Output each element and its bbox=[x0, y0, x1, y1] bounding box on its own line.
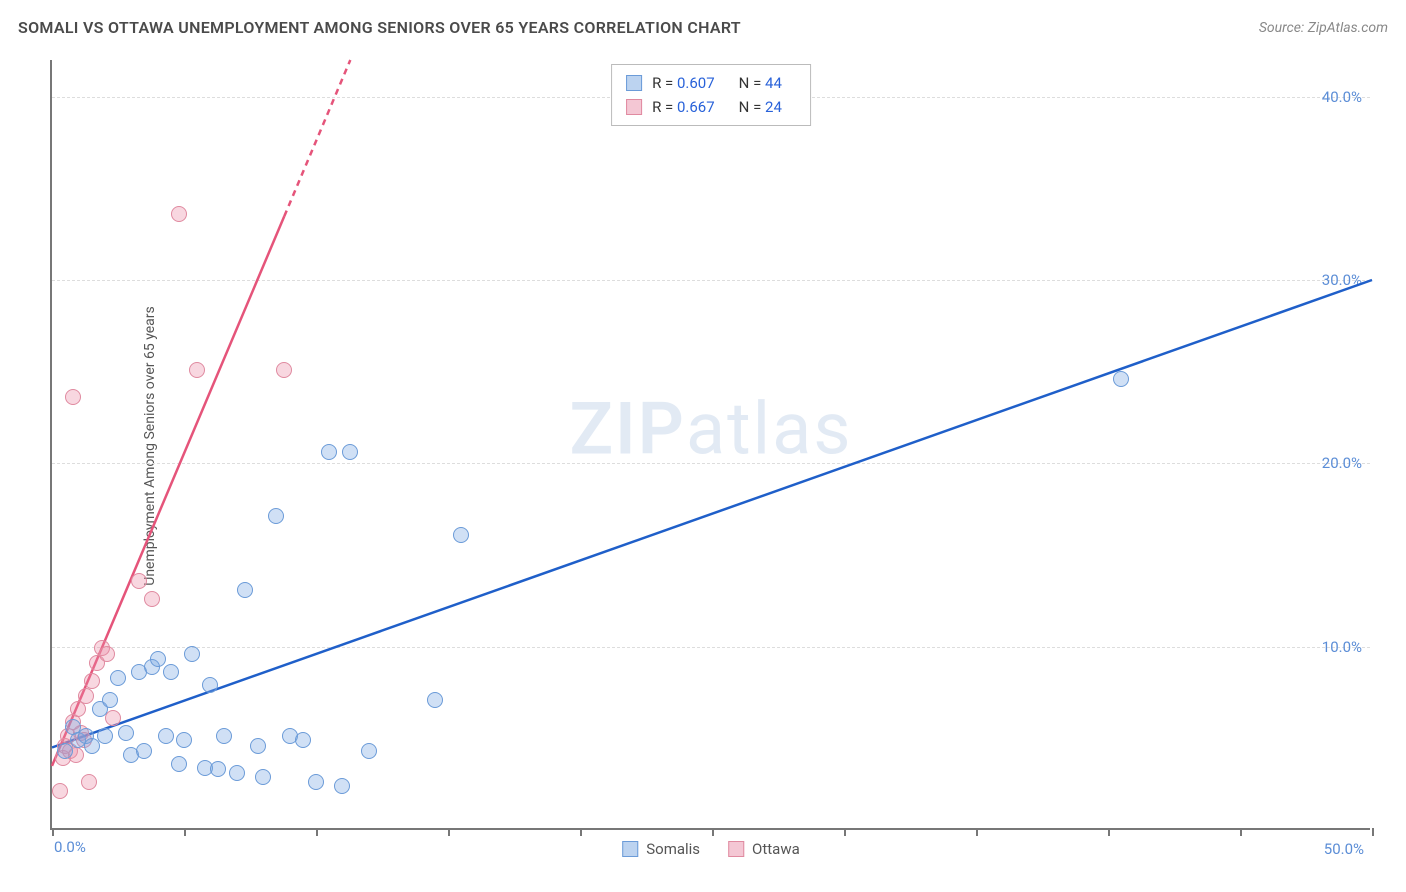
scatter-point-somalis bbox=[342, 444, 358, 460]
scatter-point-somalis bbox=[118, 725, 134, 741]
legend-swatch-ottawa bbox=[728, 841, 744, 857]
scatter-point-ottawa bbox=[144, 591, 160, 607]
watermark-zip: ZIP bbox=[569, 386, 685, 471]
scatter-point-somalis bbox=[295, 732, 311, 748]
scatter-point-somalis bbox=[427, 692, 443, 708]
scatter-point-ottawa bbox=[276, 362, 292, 378]
scatter-point-somalis bbox=[184, 646, 200, 662]
scatter-point-somalis bbox=[250, 738, 266, 754]
scatter-point-ottawa bbox=[81, 774, 97, 790]
scatter-point-ottawa bbox=[171, 206, 187, 222]
scatter-point-somalis bbox=[334, 778, 350, 794]
watermark: ZIPatlas bbox=[569, 386, 852, 471]
source-attribution: Source: ZipAtlas.com bbox=[1259, 20, 1388, 36]
scatter-point-somalis bbox=[171, 756, 187, 772]
n-value-ottawa: 24 bbox=[765, 98, 782, 116]
scatter-point-somalis bbox=[163, 664, 179, 680]
x-tick bbox=[844, 828, 846, 836]
scatter-point-somalis bbox=[453, 527, 469, 543]
scatter-point-somalis bbox=[308, 774, 324, 790]
x-tick bbox=[1108, 828, 1110, 836]
x-tick-label: 0.0% bbox=[54, 838, 86, 856]
legend-item-somalis: Somalis bbox=[622, 840, 700, 858]
scatter-point-somalis bbox=[237, 582, 253, 598]
x-tick bbox=[316, 828, 318, 836]
trend-line bbox=[52, 280, 1372, 748]
scatter-point-ottawa bbox=[189, 362, 205, 378]
scatter-point-somalis bbox=[102, 692, 118, 708]
x-tick bbox=[52, 828, 54, 836]
chart-header: SOMALI VS OTTAWA UNEMPLOYMENT AMONG SENI… bbox=[18, 18, 1388, 37]
scatter-point-somalis bbox=[361, 743, 377, 759]
n-value-somalis: 44 bbox=[765, 74, 782, 92]
r-label: R = bbox=[652, 98, 677, 116]
trend-lines bbox=[52, 60, 1370, 828]
scatter-point-somalis bbox=[229, 765, 245, 781]
x-tick bbox=[976, 828, 978, 836]
legend-label-ottawa: Ottawa bbox=[752, 840, 800, 858]
y-tick-label: 30.0% bbox=[1322, 271, 1362, 289]
x-tick bbox=[184, 828, 186, 836]
scatter-point-somalis bbox=[158, 728, 174, 744]
scatter-point-somalis bbox=[202, 677, 218, 693]
scatter-point-somalis bbox=[176, 732, 192, 748]
plot-area: 10.0% 20.0% 30.0% 40.0% ZIPatlas R = 0.607 … bbox=[50, 60, 1370, 830]
scatter-point-ottawa bbox=[52, 783, 68, 799]
gridline bbox=[52, 280, 1370, 281]
legend-swatch-somalis bbox=[622, 841, 638, 857]
swatch-somalis bbox=[626, 75, 642, 91]
y-tick-label: 20.0% bbox=[1322, 454, 1362, 472]
scatter-point-ottawa bbox=[105, 710, 121, 726]
scatter-point-somalis bbox=[110, 670, 126, 686]
scatter-point-somalis bbox=[150, 651, 166, 667]
scatter-point-ottawa bbox=[78, 688, 94, 704]
scatter-point-somalis bbox=[255, 769, 271, 785]
scatter-point-somalis bbox=[1113, 371, 1129, 387]
n-label: N = bbox=[739, 74, 765, 92]
scatter-point-somalis bbox=[321, 444, 337, 460]
x-tick bbox=[1372, 828, 1374, 836]
gridline bbox=[52, 647, 1370, 648]
scatter-point-ottawa bbox=[131, 573, 147, 589]
gridline bbox=[52, 463, 1370, 464]
stats-row-ottawa: R = 0.667 N = 24 bbox=[626, 95, 796, 119]
stats-row-somalis: R = 0.607 N = 44 bbox=[626, 71, 796, 95]
scatter-point-somalis bbox=[57, 743, 73, 759]
watermark-atlas: atlas bbox=[686, 386, 853, 471]
x-tick bbox=[712, 828, 714, 836]
x-tick bbox=[1240, 828, 1242, 836]
r-value-somalis: 0.607 bbox=[677, 74, 715, 92]
n-label: N = bbox=[739, 98, 765, 116]
x-tick bbox=[448, 828, 450, 836]
y-tick-label: 40.0% bbox=[1322, 88, 1362, 106]
r-value-ottawa: 0.667 bbox=[677, 98, 715, 116]
bottom-legend: Somalis Ottawa bbox=[622, 840, 800, 858]
x-tick-label: 50.0% bbox=[1324, 840, 1364, 858]
trend-line bbox=[284, 60, 350, 216]
scatter-point-somalis bbox=[136, 743, 152, 759]
scatter-point-somalis bbox=[210, 761, 226, 777]
scatter-point-ottawa bbox=[99, 646, 115, 662]
scatter-point-somalis bbox=[216, 728, 232, 744]
legend-label-somalis: Somalis bbox=[646, 840, 700, 858]
y-tick-label: 10.0% bbox=[1322, 638, 1362, 656]
x-tick bbox=[580, 828, 582, 836]
scatter-point-somalis bbox=[97, 728, 113, 744]
swatch-ottawa bbox=[626, 99, 642, 115]
chart-title: SOMALI VS OTTAWA UNEMPLOYMENT AMONG SENI… bbox=[18, 18, 741, 37]
legend-item-ottawa: Ottawa bbox=[728, 840, 800, 858]
r-label: R = bbox=[652, 74, 677, 92]
stats-box: R = 0.607 N = 44 R = 0.667 N = 24 bbox=[611, 64, 811, 126]
scatter-point-ottawa bbox=[84, 673, 100, 689]
scatter-point-somalis bbox=[268, 508, 284, 524]
scatter-point-ottawa bbox=[65, 389, 81, 405]
